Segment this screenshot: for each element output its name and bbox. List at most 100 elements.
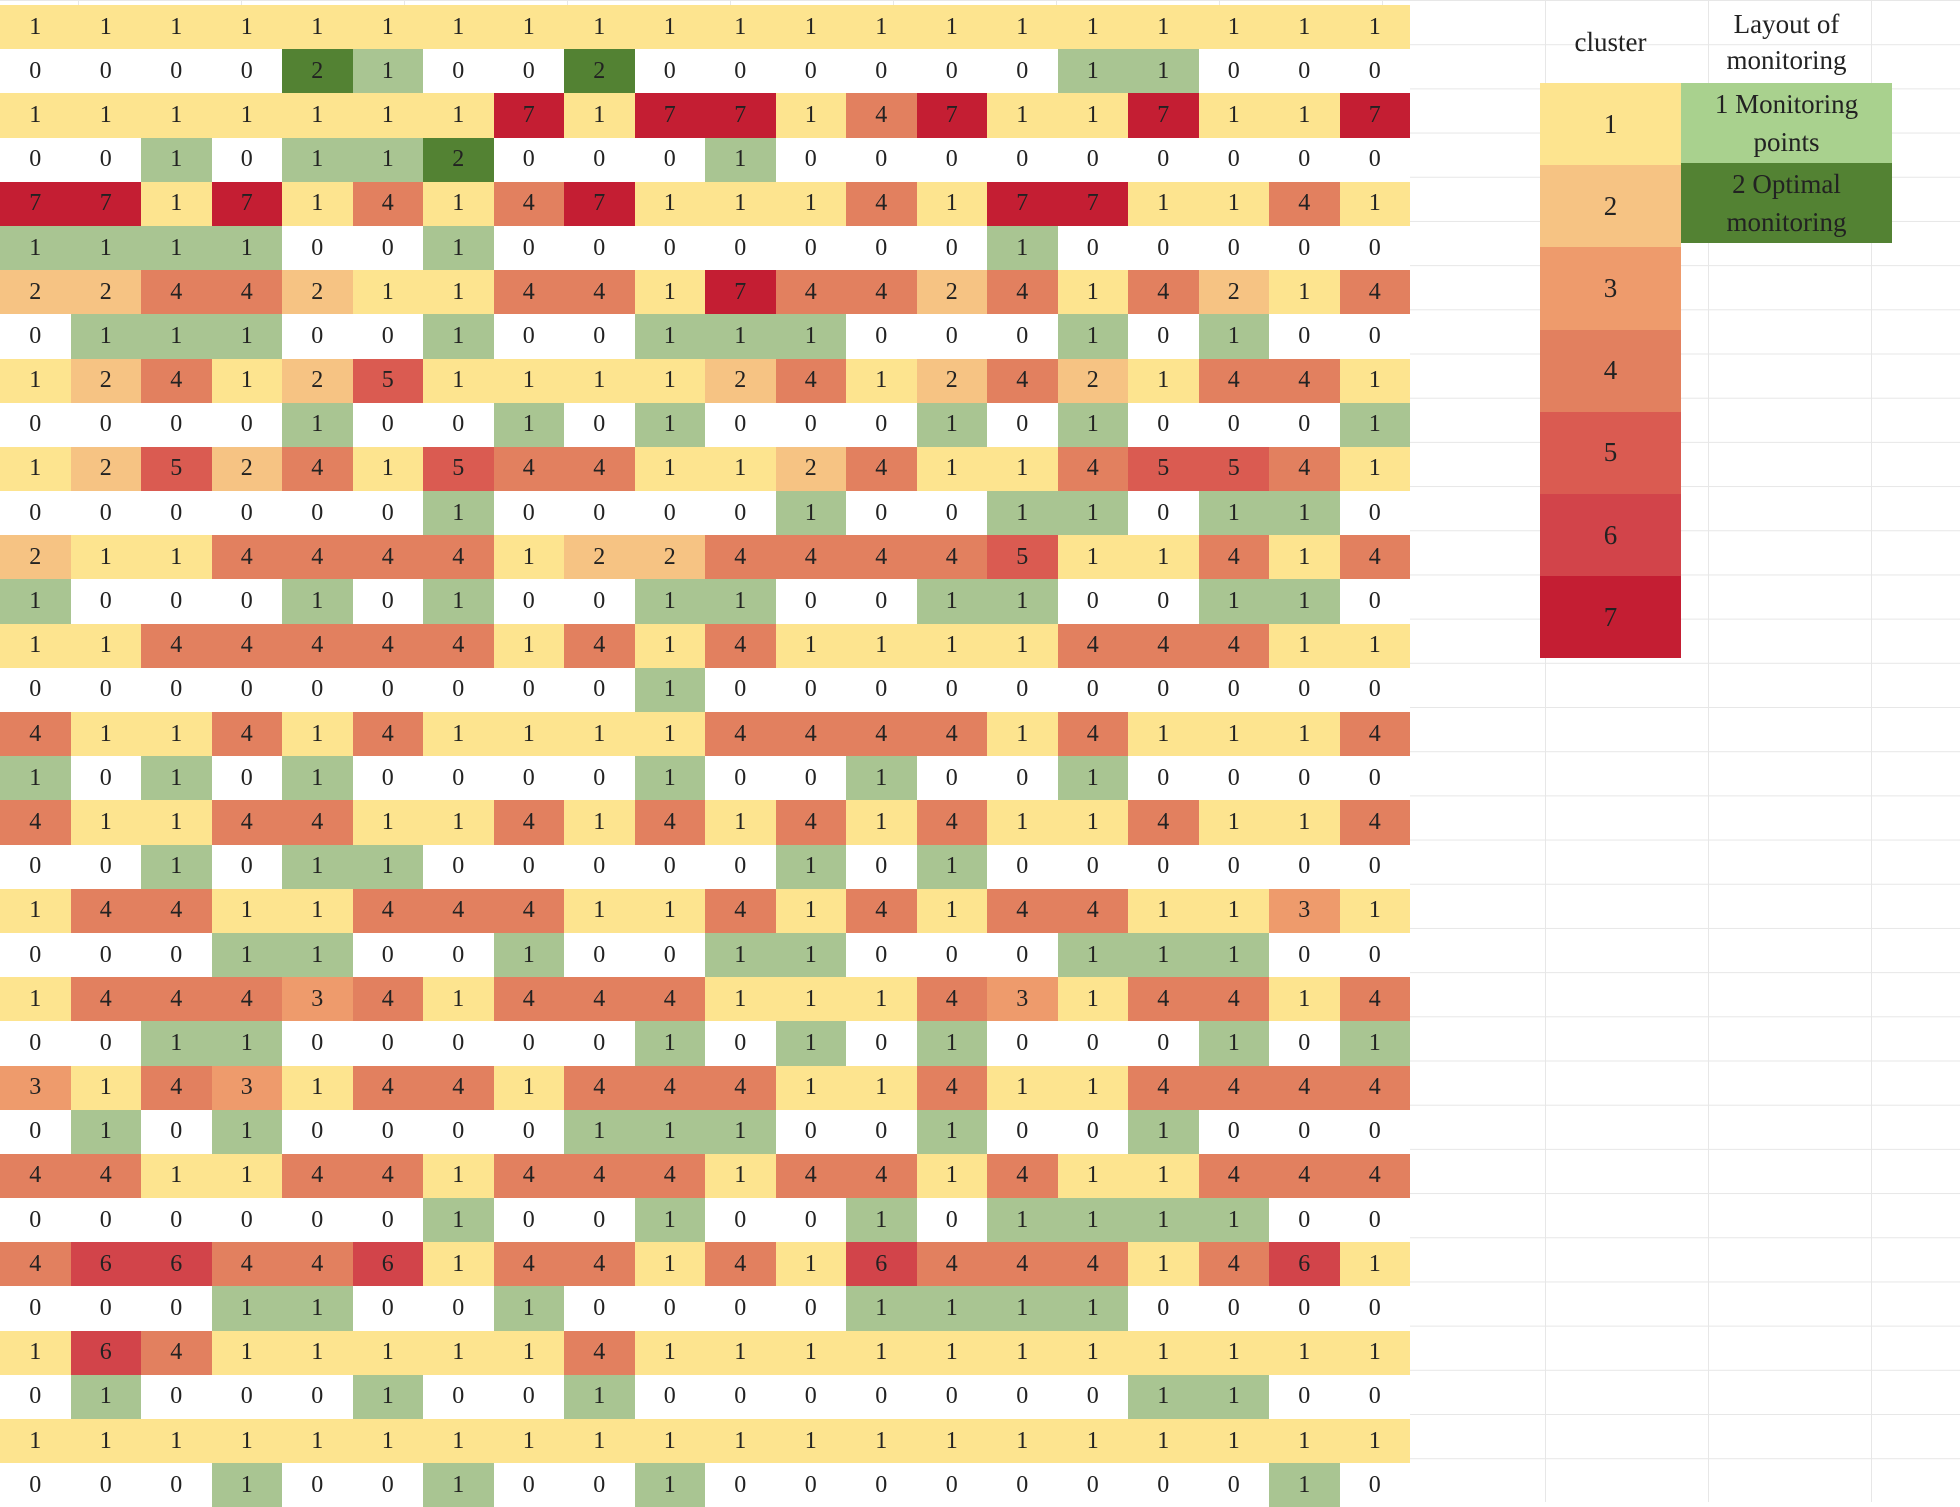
layout-cell: 0 bbox=[1057, 137, 1128, 182]
cluster-cell: 2 bbox=[282, 270, 353, 315]
layout-cell: 0 bbox=[1339, 314, 1410, 359]
layout-cell: 0 bbox=[282, 667, 353, 712]
layout-cell: 1 bbox=[1057, 491, 1128, 536]
layout-cell: 0 bbox=[1269, 844, 1340, 889]
layout-cell: 1 bbox=[634, 402, 705, 447]
layout-cell: 0 bbox=[352, 667, 423, 712]
layout-cell: 1 bbox=[141, 756, 212, 801]
layout-cell: 0 bbox=[634, 491, 705, 536]
cluster-cell: 4 bbox=[775, 535, 846, 580]
cluster-cell: 1 bbox=[493, 623, 564, 668]
layout-cell: 1 bbox=[70, 225, 141, 271]
cluster-cell: 4 bbox=[1269, 1153, 1340, 1199]
layout-cell: 0 bbox=[0, 402, 71, 447]
layout-cell: 1 bbox=[916, 844, 987, 889]
layout-cell: 0 bbox=[564, 756, 635, 801]
cluster-cell: 4 bbox=[634, 1065, 705, 1110]
cluster-cell: 6 bbox=[1269, 1242, 1340, 1287]
cluster-cell: 7 bbox=[0, 181, 71, 226]
cluster-cell: 1 bbox=[1128, 181, 1199, 226]
layout-cell: 0 bbox=[1339, 225, 1410, 271]
layout-cell: 0 bbox=[70, 1463, 141, 1507]
layout-cell: 1 bbox=[352, 137, 423, 182]
layout-cell: 1 bbox=[916, 1286, 987, 1331]
cluster-cell: 1 bbox=[987, 1330, 1058, 1375]
layout-cell: 1 bbox=[987, 1286, 1058, 1331]
layout-cell: 1 bbox=[987, 579, 1058, 624]
cluster-cell: 1 bbox=[634, 446, 705, 492]
layout-cell: 1 bbox=[423, 1198, 494, 1243]
cluster-cell: 2 bbox=[211, 446, 282, 492]
cluster-cell: 1 bbox=[705, 446, 776, 492]
cluster-cell: 1 bbox=[493, 712, 564, 757]
layout-cell: 1 bbox=[846, 1286, 917, 1331]
cluster-cell: 4 bbox=[141, 977, 212, 1022]
cluster-cell: 6 bbox=[70, 1330, 141, 1375]
layout-cell: 1 bbox=[1198, 1198, 1269, 1243]
cluster-cell: 1 bbox=[70, 712, 141, 757]
layout-cell: 0 bbox=[916, 1463, 987, 1507]
layout-cell: 0 bbox=[1269, 1021, 1340, 1066]
cluster-cell: 4 bbox=[564, 1330, 635, 1375]
cluster-cell: 1 bbox=[705, 1330, 776, 1375]
layout-cell: 0 bbox=[0, 137, 71, 182]
cluster-cell: 2 bbox=[70, 358, 141, 403]
cluster-cell: 1 bbox=[352, 5, 423, 50]
cluster-cell: 6 bbox=[846, 1242, 917, 1287]
legend-cluster-swatch: 2 bbox=[1540, 165, 1681, 248]
cluster-cell: 4 bbox=[1339, 977, 1410, 1022]
cluster-cell: 7 bbox=[916, 93, 987, 138]
cluster-cell: 1 bbox=[987, 712, 1058, 757]
cluster-cell: 7 bbox=[70, 181, 141, 226]
cluster-cell: 4 bbox=[352, 181, 423, 226]
layout-cell: 1 bbox=[282, 137, 353, 182]
cluster-cell: 4 bbox=[141, 623, 212, 668]
cluster-cell: 4 bbox=[846, 446, 917, 492]
layout-cell: 1 bbox=[423, 225, 494, 271]
layout-cell: 0 bbox=[775, 225, 846, 271]
cluster-cell: 1 bbox=[282, 888, 353, 933]
cluster-cell: 4 bbox=[987, 358, 1058, 403]
layout-cell: 1 bbox=[634, 1463, 705, 1507]
layout-cell: 0 bbox=[282, 1109, 353, 1154]
cluster-cell: 1 bbox=[916, 888, 987, 933]
layout-cell: 0 bbox=[1128, 756, 1199, 801]
cluster-cell: 1 bbox=[423, 1419, 494, 1464]
cluster-cell: 1 bbox=[1269, 712, 1340, 757]
layout-cell: 1 bbox=[634, 1021, 705, 1066]
cluster-cell: 1 bbox=[423, 800, 494, 845]
cluster-cell: 1 bbox=[846, 358, 917, 403]
layout-cell: 0 bbox=[846, 932, 917, 978]
cluster-cell: 1 bbox=[1198, 1419, 1269, 1464]
layout-cell: 0 bbox=[916, 667, 987, 712]
layout-cell: 1 bbox=[775, 491, 846, 536]
cluster-cell: 1 bbox=[141, 1419, 212, 1464]
layout-cell: 0 bbox=[141, 491, 212, 536]
cluster-cell: 4 bbox=[493, 1153, 564, 1199]
cluster-cell: 1 bbox=[1198, 1330, 1269, 1375]
cluster-cell: 1 bbox=[493, 358, 564, 403]
cluster-cell: 1 bbox=[0, 5, 71, 50]
cluster-cell: 4 bbox=[916, 535, 987, 580]
cluster-cell: 4 bbox=[1339, 270, 1410, 315]
layout-cell: 1 bbox=[705, 314, 776, 359]
cluster-cell: 1 bbox=[846, 1419, 917, 1464]
cluster-cell: 4 bbox=[987, 1153, 1058, 1199]
layout-cell: 0 bbox=[493, 225, 564, 271]
cluster-cell: 1 bbox=[987, 800, 1058, 845]
layout-cell: 0 bbox=[1339, 491, 1410, 536]
layout-cell: 0 bbox=[1339, 49, 1410, 94]
layout-cell: 0 bbox=[705, 225, 776, 271]
layout-cell: 0 bbox=[705, 491, 776, 536]
cluster-cell: 4 bbox=[352, 977, 423, 1022]
cluster-cell: 1 bbox=[211, 1419, 282, 1464]
layout-cell: 0 bbox=[493, 1021, 564, 1066]
cluster-cell: 4 bbox=[1339, 1153, 1410, 1199]
layout-cell: 1 bbox=[705, 932, 776, 978]
